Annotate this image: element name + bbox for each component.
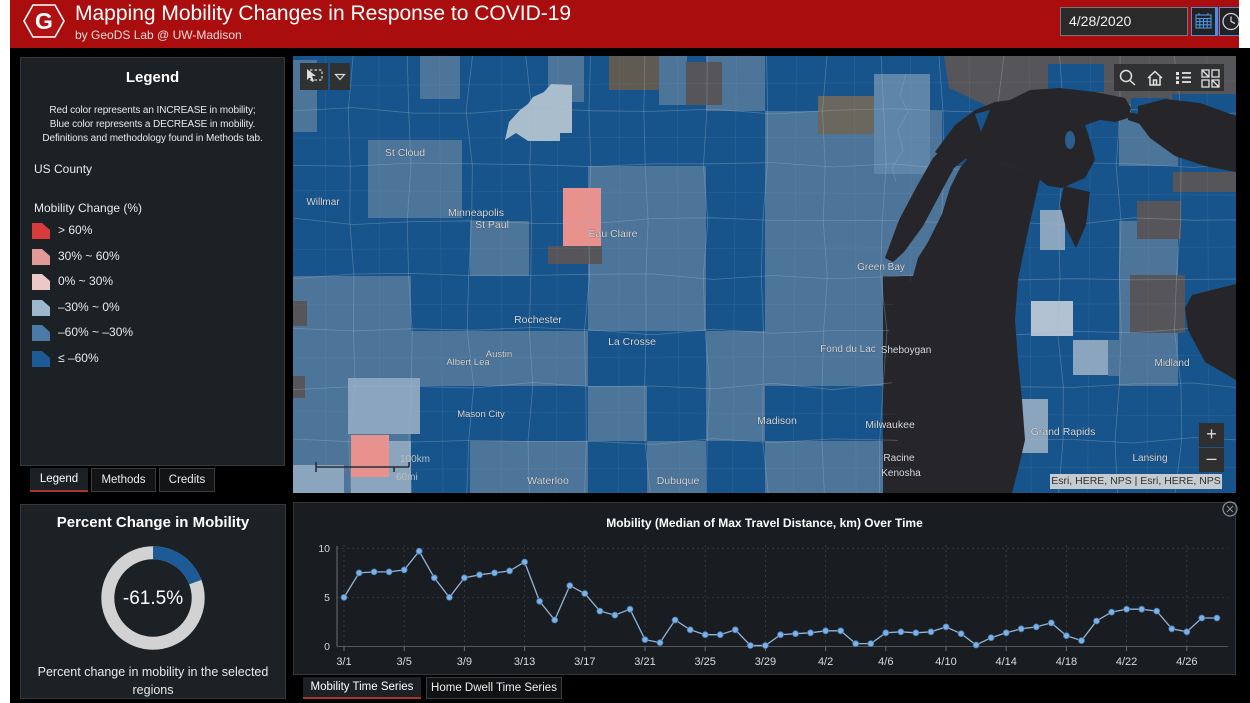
svg-text:Racine: Racine xyxy=(883,453,915,464)
svg-text:Green Bay: Green Bay xyxy=(857,262,905,273)
svg-text:Minneapolis: Minneapolis xyxy=(448,207,504,219)
svg-text:10: 10 xyxy=(318,543,330,555)
svg-text:4/10: 4/10 xyxy=(935,656,956,668)
svg-text:3/13: 3/13 xyxy=(514,656,535,668)
svg-text:4/18: 4/18 xyxy=(1056,656,1077,668)
svg-text:100km: 100km xyxy=(400,454,430,465)
svg-text:4/26: 4/26 xyxy=(1176,656,1197,668)
svg-text:3/9: 3/9 xyxy=(457,656,472,668)
svg-text:St Cloud: St Cloud xyxy=(385,147,425,159)
svg-text:Grand Rapids: Grand Rapids xyxy=(1031,426,1096,438)
svg-text:Madison: Madison xyxy=(757,415,797,427)
svg-text:Milwaukee: Milwaukee xyxy=(865,419,915,431)
svg-text:5: 5 xyxy=(324,592,330,604)
svg-text:3/17: 3/17 xyxy=(574,656,595,668)
svg-text:Albert Lea: Albert Lea xyxy=(446,357,490,368)
svg-text:4/14: 4/14 xyxy=(995,656,1016,668)
svg-text:G: G xyxy=(35,8,53,34)
svg-text:4/2: 4/2 xyxy=(818,656,833,668)
svg-text:3/21: 3/21 xyxy=(634,656,655,668)
svg-text:Kenosha: Kenosha xyxy=(881,468,921,479)
svg-text:Midland: Midland xyxy=(1154,358,1189,369)
svg-text:Mason City: Mason City xyxy=(457,409,505,420)
svg-text:Waterloo: Waterloo xyxy=(527,475,569,487)
svg-text:Willmar: Willmar xyxy=(306,197,340,208)
svg-text:3/25: 3/25 xyxy=(694,656,715,668)
svg-text:Austin: Austin xyxy=(486,349,512,360)
svg-text:Eau Claire: Eau Claire xyxy=(588,228,637,240)
svg-text:Dubuque: Dubuque xyxy=(657,475,700,487)
svg-text:3/1: 3/1 xyxy=(336,656,351,668)
svg-text:0: 0 xyxy=(324,641,330,653)
svg-text:St Paul: St Paul xyxy=(475,219,509,231)
svg-text:Fond du Lac: Fond du Lac xyxy=(820,344,876,355)
svg-text:3/5: 3/5 xyxy=(397,656,412,668)
svg-text:Lansing: Lansing xyxy=(1132,453,1167,464)
svg-text:Sheboygan: Sheboygan xyxy=(881,345,932,356)
svg-text:Rochester: Rochester xyxy=(514,314,562,326)
svg-text:3/29: 3/29 xyxy=(755,656,776,668)
svg-text:4/6: 4/6 xyxy=(878,656,893,668)
svg-text:60mi: 60mi xyxy=(396,472,418,483)
svg-text:La Crosse: La Crosse xyxy=(608,336,656,348)
svg-text:4/22: 4/22 xyxy=(1116,656,1137,668)
